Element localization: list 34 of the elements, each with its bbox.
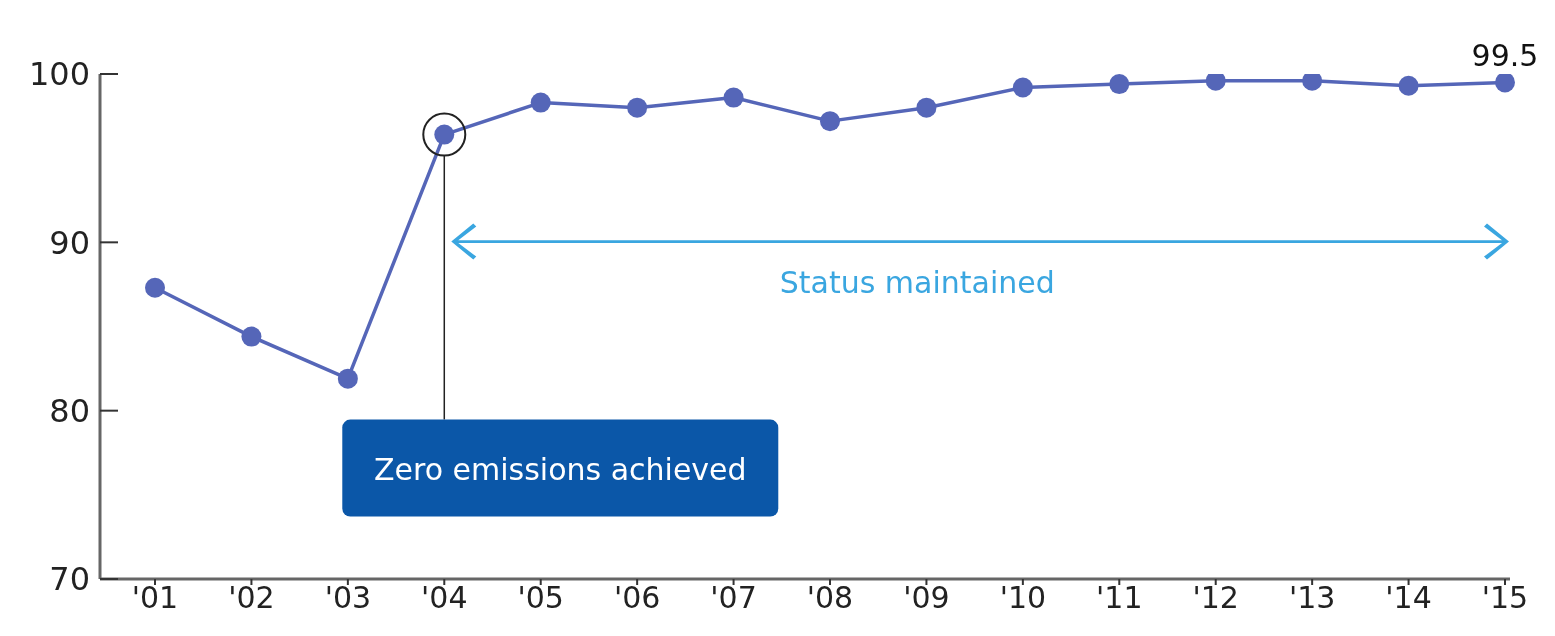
annotation: Status maintained — [779, 264, 1055, 300]
point — [1495, 74, 1515, 93]
x-tick-label: '15 — [1481, 580, 1529, 616]
annotation: Zero emissions achieved — [373, 451, 747, 487]
point — [530, 92, 551, 113]
x-tick-label: '09 — [903, 580, 950, 616]
x-tick-label: '13 — [1288, 580, 1336, 616]
y-tick-label: 90 — [49, 223, 90, 262]
point — [723, 87, 744, 108]
x-tick-label: '06 — [613, 580, 661, 616]
point — [337, 368, 358, 389]
y-tick-label: 70 — [49, 560, 90, 599]
x-tick-label: '14 — [1385, 580, 1432, 616]
point — [241, 326, 262, 347]
point — [916, 97, 937, 118]
point — [145, 277, 165, 298]
x-tick-label: '04 — [421, 580, 468, 616]
y-tick-label: 80 — [49, 392, 90, 431]
x-tick-label: '01 — [131, 580, 179, 616]
x-tick-label: '03 — [324, 580, 372, 616]
point — [1012, 77, 1033, 98]
x-tick-label: '02 — [228, 580, 275, 616]
point — [820, 111, 840, 132]
point — [1109, 74, 1130, 95]
point — [1398, 75, 1419, 96]
x-tick-label: '05 — [517, 580, 564, 616]
x-tick-label: '12 — [1192, 580, 1239, 616]
point — [627, 97, 648, 118]
y-tick-label: 100 — [28, 55, 90, 94]
x-tick-label: '10 — [999, 580, 1047, 616]
x-tick-label: '07 — [710, 580, 757, 616]
x-tick-label: '08 — [806, 580, 854, 616]
x-tick-label: '11 — [1096, 580, 1143, 616]
data-label: 99.5 — [1471, 38, 1539, 74]
